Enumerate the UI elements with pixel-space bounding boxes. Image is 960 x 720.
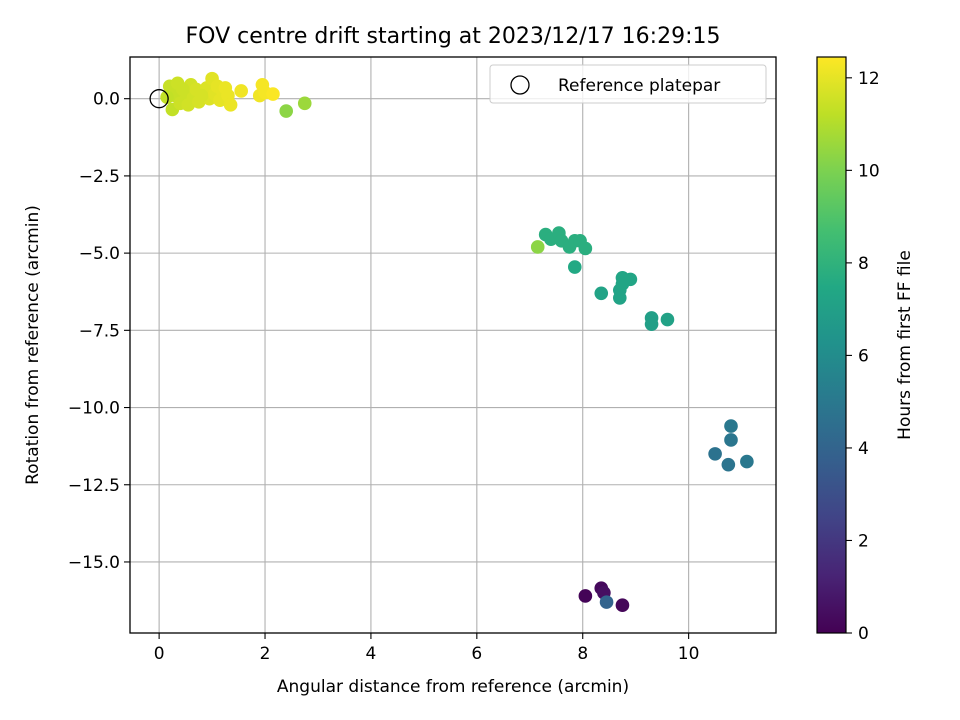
y-tick-label: −12.5	[68, 476, 120, 496]
data-points	[160, 71, 754, 613]
data-point	[194, 88, 209, 103]
legend-box	[489, 64, 767, 104]
legend-entry-reference: Reference platepar	[558, 76, 720, 96]
data-point	[599, 595, 614, 609]
colorbar	[816, 56, 847, 634]
data-point	[721, 457, 736, 472]
x-axis-label: Angular distance from reference (arcmin)	[277, 677, 629, 697]
y-axis-label: Rotation from reference (arcmin)	[23, 205, 43, 485]
legend: Reference platepar	[489, 64, 767, 104]
data-point	[708, 447, 722, 461]
data-point	[266, 87, 280, 101]
colorbar-tick-label: 4	[858, 439, 869, 459]
y-tick-label: −15.0	[68, 553, 120, 573]
data-point	[644, 317, 659, 331]
data-point	[234, 84, 248, 98]
colorbar-tick-label: 6	[858, 346, 869, 366]
colorbar-tick-label: 2	[858, 531, 869, 551]
colorbar-tick-label: 8	[858, 254, 869, 274]
x-tick-label: 4	[366, 644, 377, 664]
y-tick-label: −10.0	[68, 399, 120, 419]
data-point	[160, 90, 174, 104]
y-tick-label: 0.0	[93, 90, 120, 110]
legend-reference-marker	[510, 75, 530, 95]
colorbar-tick-label: 0	[858, 624, 869, 644]
data-point	[279, 104, 294, 118]
data-point	[615, 598, 630, 613]
data-point	[724, 419, 738, 433]
data-point	[660, 312, 675, 327]
data-point	[740, 454, 754, 469]
colorbar-tick-label: 12	[858, 69, 880, 89]
data-point	[567, 260, 582, 274]
data-point	[176, 82, 190, 97]
data-point	[578, 241, 593, 256]
y-tick-label: −7.5	[79, 321, 120, 341]
data-point	[578, 589, 593, 603]
colorbar-tick-label: 10	[858, 161, 880, 181]
y-tick-label: −2.5	[79, 167, 120, 187]
data-point	[615, 277, 630, 291]
data-point	[594, 286, 609, 301]
y-axis-ticks: 0.0 −2.5 −5.0 −7.5 −10.0 −12.5 −15.0	[68, 90, 130, 573]
data-point	[223, 98, 238, 112]
x-tick-label: 10	[678, 644, 700, 664]
reference-platepar-marker	[149, 89, 169, 109]
colorbar-ticks: 0 2 4 6 8 10 12	[846, 69, 880, 644]
x-tick-label: 0	[154, 644, 165, 664]
data-point	[724, 433, 738, 447]
x-axis-ticks: 0 2 4 6 8 10	[154, 633, 700, 664]
x-tick-label: 2	[260, 644, 271, 664]
data-point	[297, 96, 312, 111]
data-point	[530, 240, 545, 254]
x-tick-label: 6	[471, 644, 482, 664]
x-tick-label: 8	[577, 644, 588, 664]
plot-frame	[129, 56, 777, 634]
colorbar-label: Hours from first FF file	[895, 250, 915, 440]
grid-lines	[130, 57, 776, 633]
chart-title: FOV centre drift starting at 2023/12/17 …	[186, 24, 721, 49]
data-point	[612, 291, 627, 305]
y-tick-label: −5.0	[79, 244, 120, 264]
